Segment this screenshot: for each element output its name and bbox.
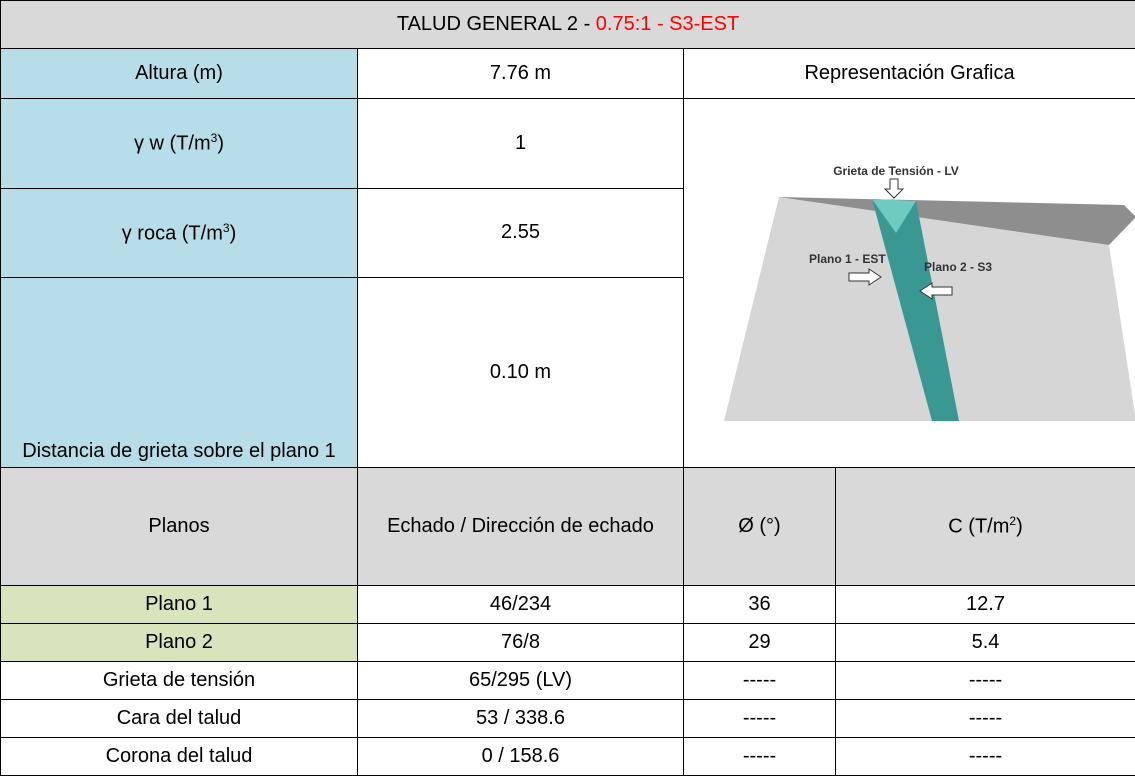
header-cell: C (T/m2)	[836, 468, 1135, 586]
header-cell: Echado / Dirección de echado	[358, 468, 684, 586]
cell-value: -----	[969, 745, 1002, 767]
slope-graphic: Grieta de Tensión - LV Plano 1 - EST Pla…	[684, 145, 1135, 421]
header-tail: )	[1016, 516, 1023, 538]
label-cell: γ roca (T/m3)	[1, 188, 358, 278]
graphic-label: Plano 1 - EST	[809, 252, 886, 266]
label-cell: γ w (T/m3)	[1, 99, 358, 189]
value-cell: 0.10 m	[358, 278, 684, 468]
cell-value: -----	[743, 707, 776, 729]
arrow	[885, 179, 903, 198]
header: Ø (°)	[738, 515, 780, 537]
data-row: Plano 2 76/8 29 5.4	[1, 624, 1135, 662]
header: C (T/m	[948, 516, 1009, 538]
data-row: Grieta de tensión 65/295 (LV) ----- -----	[1, 662, 1135, 700]
data-cell: 5.4	[836, 624, 1135, 662]
value: 2.55	[501, 221, 540, 243]
label-sup: 3	[223, 221, 230, 235]
row: γ w (T/m3) 1 Grieta de Tensión - LV Plan…	[1, 99, 1135, 189]
cell-value: 65/295 (LV)	[469, 669, 572, 691]
plane-name: Plano 2	[145, 631, 213, 653]
label: γ roca (T/m	[122, 222, 223, 244]
plane-name-cell: Cara del talud	[1, 700, 358, 738]
title-row: TALUD GENERAL 2 - 0.75:1 - S3-EST	[1, 1, 1135, 49]
cell-value: 29	[748, 631, 770, 653]
label-cell: Altura (m)	[1, 49, 358, 99]
data-row: Cara del talud 53 / 338.6 ----- -----	[1, 700, 1135, 738]
graphic-cell: Grieta de Tensión - LV Plano 1 - EST Pla…	[684, 99, 1135, 468]
data-cell: -----	[684, 700, 836, 738]
value-cell: 2.55	[358, 188, 684, 278]
data-cell: -----	[836, 700, 1135, 738]
plane-name-cell: Corona del talud	[1, 738, 358, 776]
label-tail: )	[230, 222, 237, 244]
title-cell: TALUD GENERAL 2 - 0.75:1 - S3-EST	[1, 1, 1135, 49]
header: Echado / Dirección de echado	[387, 515, 654, 537]
plane-name: Plano 1	[145, 593, 213, 615]
data-cell: -----	[684, 738, 836, 776]
value-cell: 7.76 m	[358, 49, 684, 99]
cell-value: 36	[748, 593, 770, 615]
header-row: Planos Echado / Dirección de echado Ø (°…	[1, 468, 1135, 586]
data-cell: -----	[684, 662, 836, 700]
plane-name-cell: Plano 1	[1, 586, 358, 624]
data-cell: 46/234	[358, 586, 684, 624]
graphic-label: Plano 2 - S3	[924, 260, 992, 274]
data-cell: 65/295 (LV)	[358, 662, 684, 700]
label: Altura (m)	[135, 62, 223, 84]
plane-name: Corona del talud	[106, 745, 253, 767]
plane-name: Grieta de tensión	[103, 669, 255, 691]
value-cell: 1	[358, 99, 684, 189]
cell-value: -----	[969, 707, 1002, 729]
cell-value: 5.4	[972, 631, 1000, 653]
cell-value: -----	[743, 745, 776, 767]
data-row: Plano 1 46/234 36 12.7	[1, 586, 1135, 624]
data-cell: 53 / 338.6	[358, 700, 684, 738]
data-cell: 36	[684, 586, 836, 624]
value: 1	[515, 132, 526, 154]
value: 0.10 m	[490, 361, 551, 383]
cell-value: 46/234	[490, 593, 551, 615]
row: Altura (m) 7.76 m Representación Grafica	[1, 49, 1135, 99]
page: TALUD GENERAL 2 - 0.75:1 - S3-EST Altura…	[0, 0, 1135, 683]
header: Planos	[148, 515, 209, 537]
cell-value: 76/8	[501, 631, 540, 653]
data-row: Corona del talud 0 / 158.6 ----- -----	[1, 738, 1135, 776]
cell-value: 0 / 158.6	[482, 745, 560, 767]
data-cell: -----	[836, 738, 1135, 776]
label-tail: )	[217, 133, 224, 155]
title-prefix: TALUD GENERAL 2 -	[397, 13, 596, 35]
graphic-title-cell: Representación Grafica	[684, 49, 1135, 99]
plane-name-cell: Plano 2	[1, 624, 358, 662]
graphic-label: Grieta de Tensión - LV	[833, 164, 959, 178]
cell-value: 53 / 338.6	[476, 707, 565, 729]
label-cell: Distancia de grieta sobre el plano 1	[1, 278, 358, 468]
cell-value: -----	[969, 669, 1002, 691]
data-rows: Plano 1 46/234 36 12.7 Plano 2 76/8 29 5.4 Griet…	[1, 586, 1135, 776]
data-cell: 29	[684, 624, 836, 662]
cell-value: 12.7	[966, 593, 1005, 615]
data-cell: 76/8	[358, 624, 684, 662]
value: 7.76 m	[490, 62, 551, 84]
data-cell: 12.7	[836, 586, 1135, 624]
label: γ w (T/m	[134, 133, 211, 155]
data-cell: 0 / 158.6	[358, 738, 684, 776]
title-highlight: 0.75:1 - S3-EST	[596, 13, 739, 35]
plane-name: Cara del talud	[117, 707, 242, 729]
plane-name-cell: Grieta de tensión	[1, 662, 358, 700]
header-cell: Planos	[1, 468, 358, 586]
graphic-title: Representación Grafica	[804, 62, 1014, 84]
header-cell: Ø (°)	[684, 468, 836, 586]
cell-value: -----	[743, 669, 776, 691]
label: Distancia de grieta sobre el plano 1	[22, 440, 336, 462]
data-cell: -----	[836, 662, 1135, 700]
